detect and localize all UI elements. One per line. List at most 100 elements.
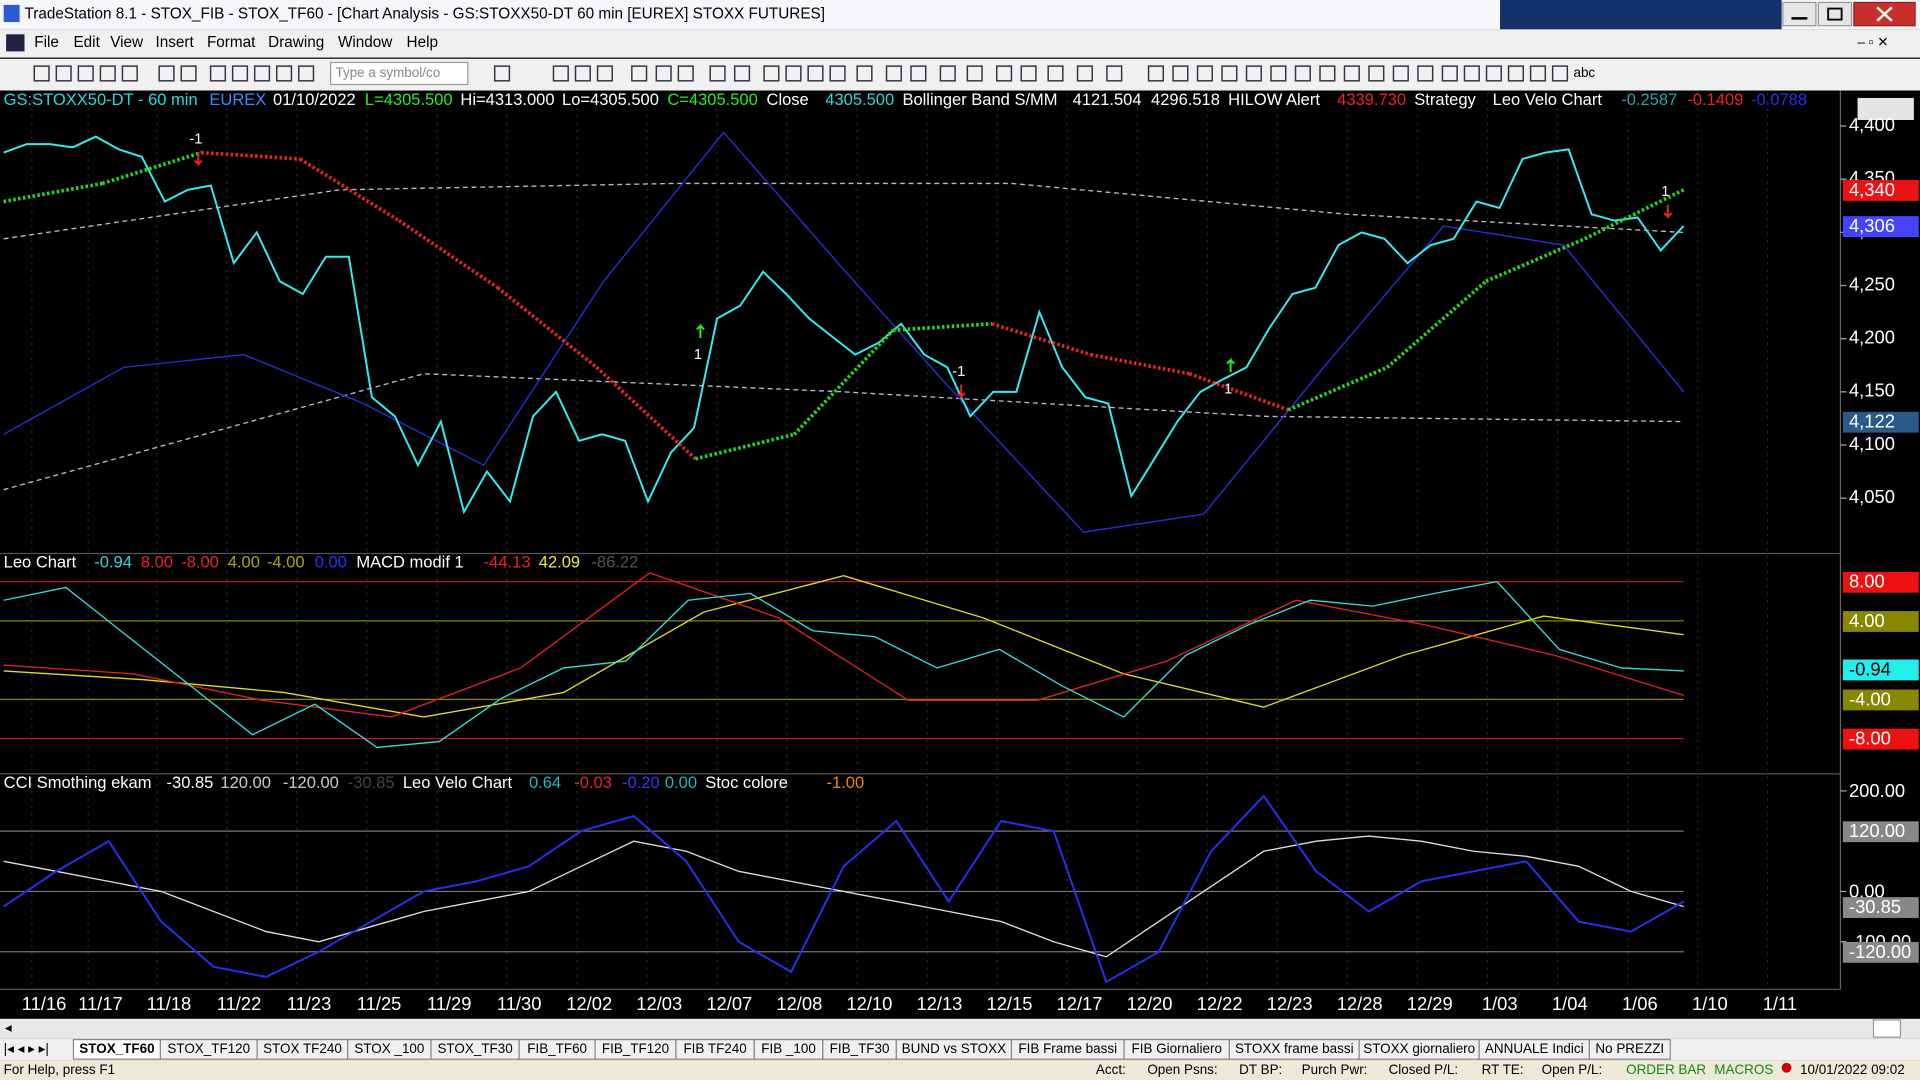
tool-icon[interactable] (1368, 65, 1385, 82)
indicator-label: Strategy (1414, 90, 1476, 109)
tool-icon[interactable] (1507, 65, 1524, 82)
tool-icon[interactable] (1270, 65, 1287, 82)
status-item: Open Psns: (1147, 1062, 1217, 1077)
tool-icon[interactable] (1221, 65, 1238, 82)
series-line (3, 135, 1685, 515)
series-line (3, 835, 1684, 958)
tool-icon[interactable] (1392, 65, 1409, 82)
scroll-left[interactable]: ◂ (5, 1020, 12, 1035)
sheet-tab-label: ANNUALE Indici (1485, 1041, 1584, 1056)
indicator-label: CCI Smothing ekam (4, 773, 152, 792)
tool-icon[interactable] (1417, 65, 1434, 82)
window-buttons[interactable] (1782, 1, 1916, 27)
tool-icon[interactable] (231, 65, 249, 82)
tool-icon[interactable] (99, 65, 116, 82)
tool-icon[interactable] (1319, 65, 1336, 82)
tool-icon[interactable] (77, 65, 94, 82)
tool-icon[interactable] (939, 65, 956, 82)
tool-icon[interactable] (631, 65, 648, 82)
scroll-thumb[interactable] (1872, 1019, 1902, 1038)
axis-flag (1842, 897, 1919, 918)
tool-icon[interactable] (493, 65, 511, 82)
menu-item[interactable]: Help (407, 34, 438, 51)
tool-icon[interactable] (596, 65, 613, 82)
date-label: 12/17 (1057, 993, 1103, 1014)
date-label: 12/08 (776, 993, 822, 1014)
strategy-arrow (194, 151, 203, 167)
panel-controls[interactable] (1857, 97, 1914, 120)
symbol-input[interactable] (330, 61, 469, 86)
menu-item[interactable]: File (34, 34, 59, 51)
tool-icon[interactable] (829, 65, 846, 82)
tool-icon[interactable] (552, 65, 569, 82)
indicator-label: 0.64 (529, 773, 561, 792)
tool-icon[interactable] (1463, 65, 1480, 82)
menu-item[interactable]: View (110, 34, 144, 51)
strategy-label: 1 (694, 347, 702, 363)
tool-icon[interactable] (785, 65, 802, 82)
indicator-label: -120.00 (283, 773, 339, 792)
tool-icon[interactable] (996, 65, 1013, 82)
tool-icon[interactable] (1020, 65, 1037, 82)
menu-item[interactable]: Edit (73, 34, 100, 51)
average-segment (3, 181, 103, 204)
tool-icon[interactable] (1147, 65, 1164, 82)
indicator-label: -86.22 (591, 553, 638, 572)
strategy-arrow (696, 323, 705, 338)
tool-icon[interactable] (966, 65, 983, 82)
menu-item[interactable]: Format (207, 34, 256, 51)
tool-icon[interactable] (1076, 65, 1093, 82)
title-bar-dark (1500, 0, 1782, 30)
indicator-label: 4.00 (228, 553, 260, 572)
tool-icon[interactable] (209, 65, 227, 82)
tool-icon[interactable] (807, 65, 824, 82)
tool-icon[interactable] (1529, 65, 1547, 82)
tool-icon[interactable] (677, 65, 694, 82)
toolbar (0, 58, 1920, 91)
maximize-button[interactable] (1817, 1, 1853, 27)
menu-item[interactable]: Drawing (268, 34, 324, 51)
scrollbar[interactable] (0, 1018, 1920, 1039)
indicator-label: Stoc colore (705, 773, 788, 792)
tool-icon[interactable] (885, 65, 902, 82)
tool-icon[interactable] (733, 65, 751, 82)
date-label: 11/17 (78, 993, 123, 1014)
tool-icon[interactable] (1551, 65, 1569, 82)
menu-item[interactable]: Insert (156, 34, 195, 51)
tool-icon[interactable] (1047, 65, 1064, 82)
tool-icon[interactable] (856, 65, 873, 82)
tool-icon[interactable] (1441, 65, 1458, 82)
tool-icon[interactable] (33, 65, 50, 82)
indicator-label: -4.00 (267, 553, 305, 572)
indicator-label: Close (767, 90, 809, 109)
indicator-label: MACD modif 1 (356, 553, 463, 572)
tool-icon[interactable] (158, 65, 175, 82)
tool-icon[interactable] (1196, 65, 1213, 82)
sheet-tab[interactable] (1588, 1038, 1671, 1060)
series-line (3, 182, 1684, 240)
tool-icon[interactable] (276, 65, 293, 82)
mdi-buttons[interactable]: – ▫ ✕ (1858, 34, 1889, 49)
tab-nav[interactable]: |◂ ◂ ▸ ▸| (4, 1041, 49, 1056)
tool-icon[interactable] (1245, 65, 1262, 82)
tool-icon[interactable] (180, 65, 197, 82)
tool-icon[interactable] (1106, 65, 1123, 82)
minimize-button[interactable] (1782, 1, 1817, 27)
tool-icon[interactable] (253, 65, 271, 82)
tool-icon[interactable] (1294, 65, 1311, 82)
tool-icon[interactable] (763, 65, 780, 82)
indicator-label: 0.00 (665, 773, 697, 792)
tool-icon[interactable] (121, 65, 138, 82)
tool-icon[interactable] (1343, 65, 1360, 82)
tool-icon[interactable] (655, 65, 672, 82)
tool-icon[interactable] (574, 65, 591, 82)
tool-icon[interactable] (709, 65, 726, 82)
tool-icon[interactable] (298, 65, 315, 82)
tool-icon[interactable] (55, 65, 72, 82)
date-label: 1/06 (1622, 993, 1658, 1014)
tool-icon[interactable] (910, 65, 927, 82)
tool-icon[interactable] (1485, 65, 1502, 82)
menu-item[interactable]: Window (338, 34, 393, 51)
tool-icon[interactable] (1172, 65, 1189, 82)
